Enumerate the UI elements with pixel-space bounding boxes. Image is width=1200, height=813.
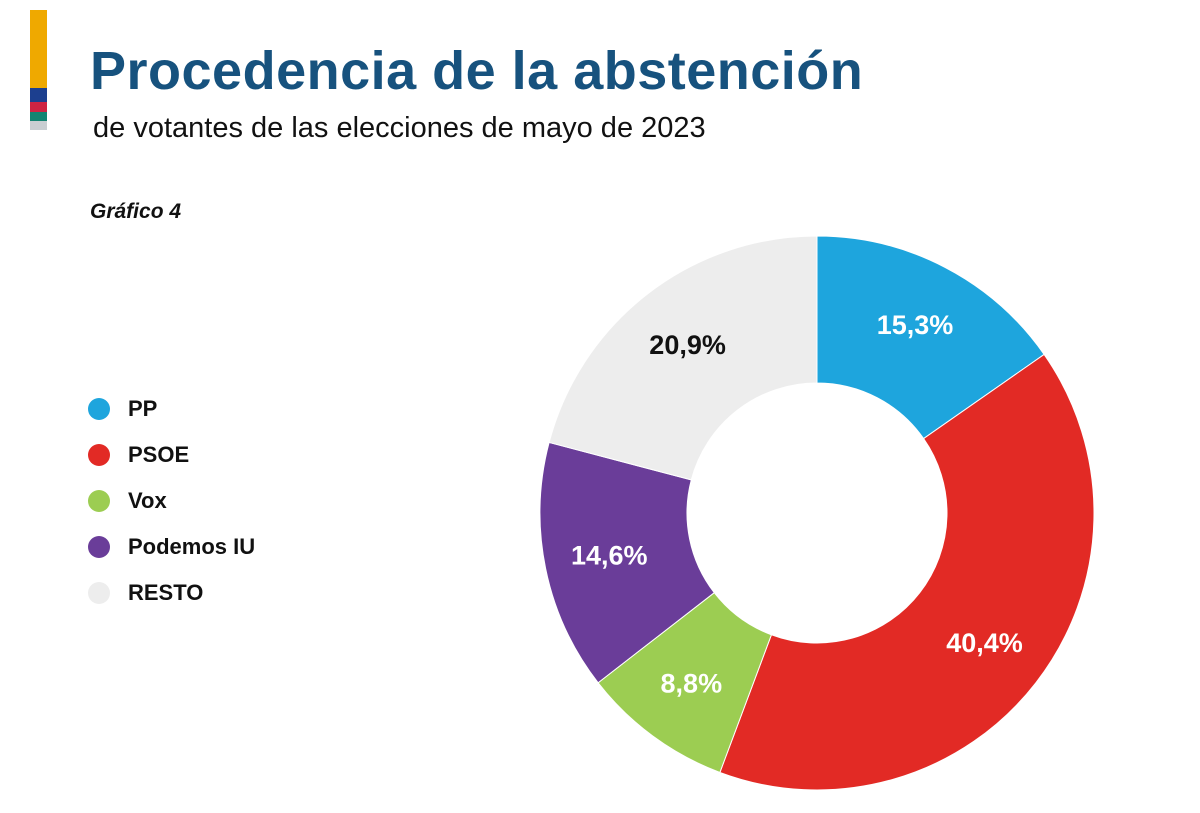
brand-stripe xyxy=(30,102,47,112)
page-subtitle: de votantes de las elecciones de mayo de… xyxy=(93,112,706,144)
legend-swatch xyxy=(88,398,110,420)
page-title: Procedencia de la abstención xyxy=(90,41,864,101)
donut-slice-pp xyxy=(816,235,1045,440)
donut-chart-container: 15,3% 40,4% 8,8% 14,6% 20,9% xyxy=(527,223,1107,803)
donut-chart: 15,3% 40,4% 8,8% 14,6% 20,9% xyxy=(539,235,1095,791)
brand-stripe xyxy=(30,88,47,102)
legend-item-podemos-iu: Podemos IU xyxy=(88,534,255,560)
brand-stripe xyxy=(30,112,47,121)
slice-value-label: 20,9% xyxy=(649,330,726,360)
chart-legend: PP PSOE Vox Podemos IU RESTO xyxy=(88,396,255,606)
legend-label: Vox xyxy=(128,488,167,513)
legend-item-vox: Vox xyxy=(88,488,255,514)
brand-stripe xyxy=(30,10,47,88)
slice-value-label: 8,8% xyxy=(661,669,723,699)
legend-item-psoe: PSOE xyxy=(88,442,255,468)
legend-item-pp: PP xyxy=(88,396,255,422)
slice-value-label: 40,4% xyxy=(946,628,1023,658)
figure-label: Gráfico 4 xyxy=(90,200,182,223)
legend-swatch xyxy=(88,536,110,558)
brand-mark xyxy=(30,10,47,130)
legend-label: PP xyxy=(128,396,158,421)
slice-value-label: 15,3% xyxy=(877,310,954,340)
legend-swatch xyxy=(88,490,110,512)
donut-slice-psoe xyxy=(719,353,1095,791)
slice-value-label: 14,6% xyxy=(571,540,648,570)
legend-label: RESTO xyxy=(128,580,204,605)
legend-swatch xyxy=(88,582,110,604)
legend-label: Podemos IU xyxy=(128,534,256,559)
legend-item-resto: RESTO xyxy=(88,580,255,606)
donut-slice-resto xyxy=(548,235,818,481)
legend-label: PSOE xyxy=(128,442,190,467)
donut-slice-podemos-iu xyxy=(539,441,715,684)
legend-swatch xyxy=(88,444,110,466)
brand-stripe xyxy=(30,121,47,130)
